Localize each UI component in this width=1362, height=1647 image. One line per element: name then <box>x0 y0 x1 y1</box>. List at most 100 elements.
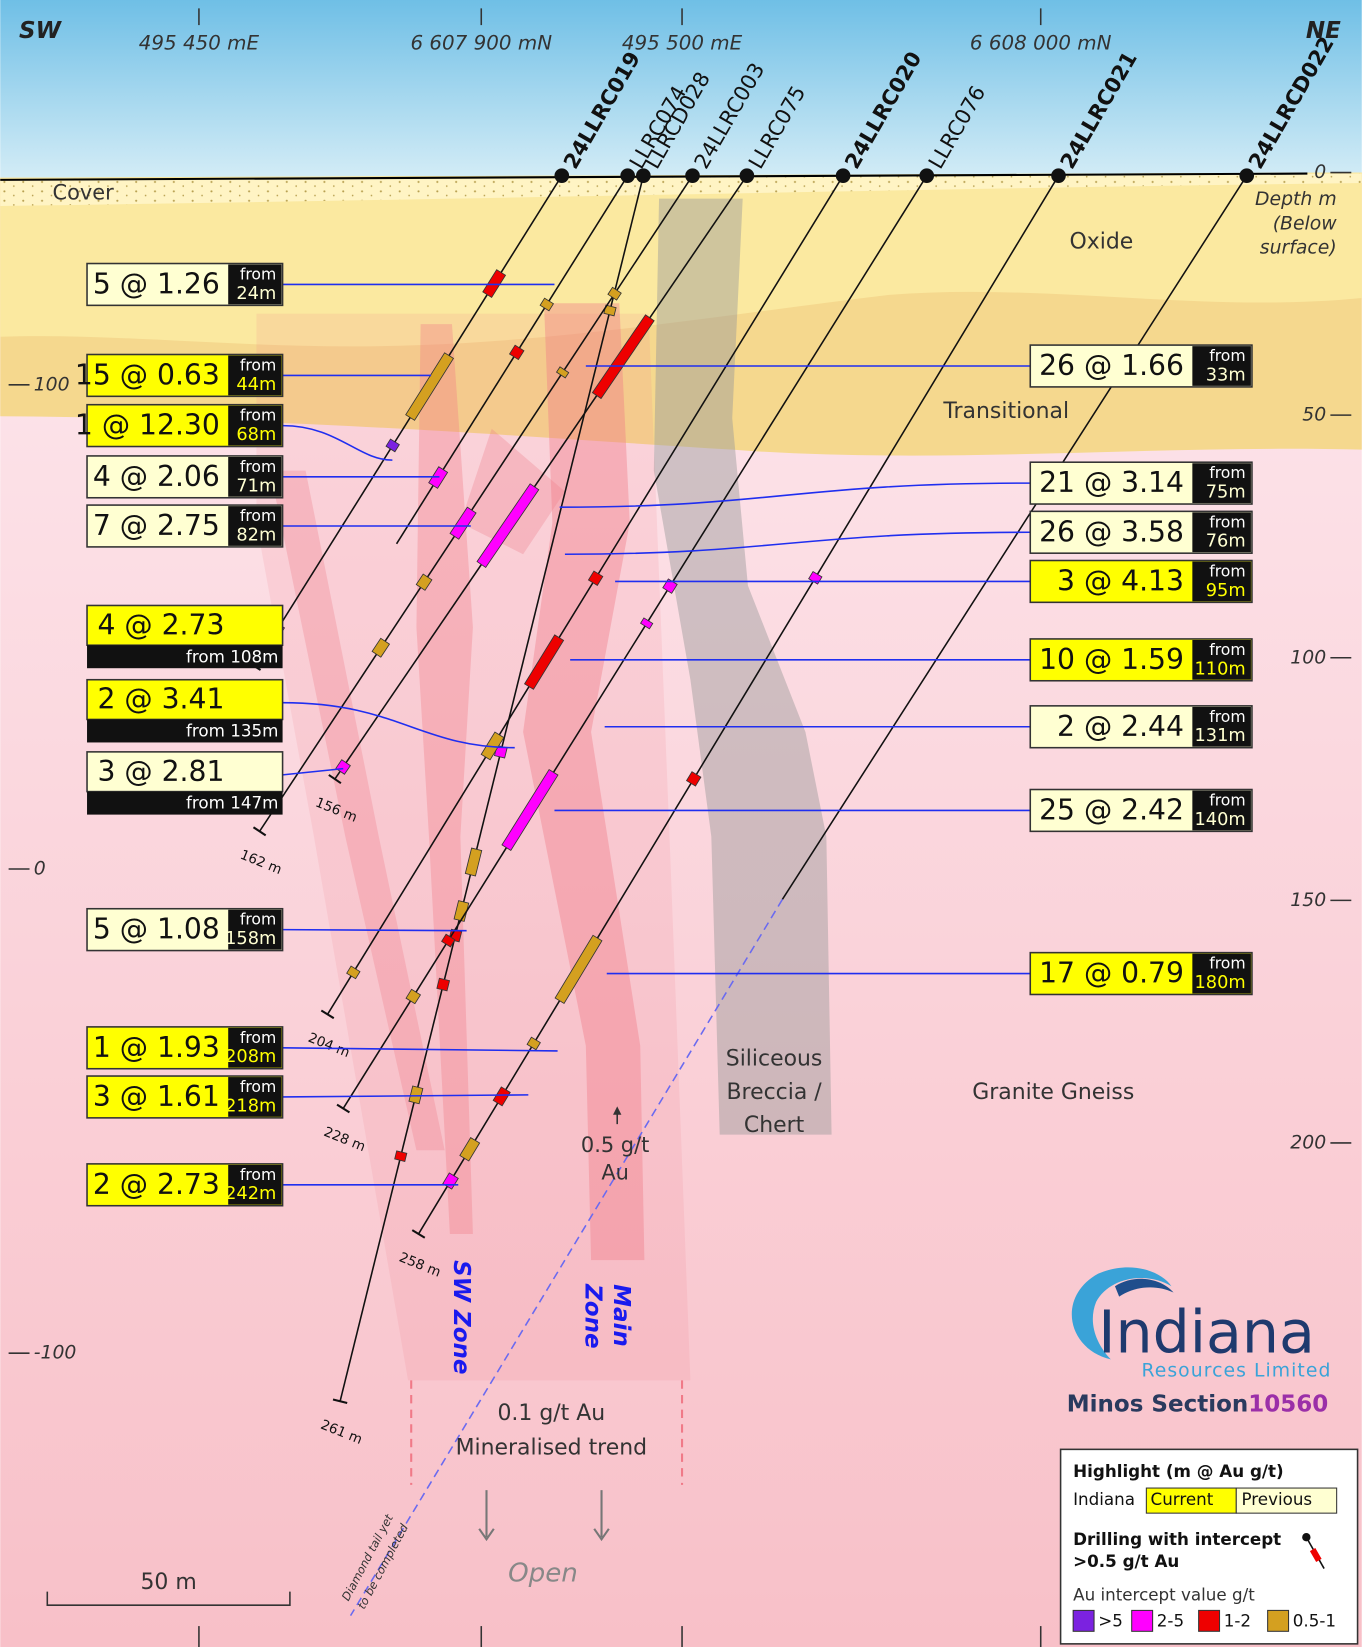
open-label: Open <box>508 1558 578 1588</box>
from-label: from <box>1209 346 1245 365</box>
from-label: 76m <box>1206 532 1246 552</box>
scale-bar <box>46 1591 291 1606</box>
drill-hole <box>258 175 694 832</box>
from-label: from <box>240 910 276 929</box>
planned-tail <box>349 898 784 1617</box>
zone-label: Main <box>608 1284 634 1347</box>
from-box <box>228 506 282 546</box>
intercept-box: 2 @ 3.41 from 135m <box>86 678 284 743</box>
from-box <box>1192 346 1251 386</box>
coordinate-label: 6 608 000 mN <box>970 31 1112 54</box>
section-name: Minos Section <box>1067 1391 1249 1417</box>
intercept-mark <box>476 483 540 569</box>
legend-drilling: >0.5 g/t Au <box>1073 1551 1179 1571</box>
leader-line <box>282 701 515 749</box>
legend-collar <box>1302 1533 1311 1542</box>
from-label: from <box>240 1077 276 1096</box>
from-box <box>1192 463 1251 503</box>
leader-line <box>282 424 393 461</box>
intercept-mark <box>405 352 455 421</box>
from-label: from <box>240 265 276 284</box>
sw-zone-trend <box>416 324 473 1234</box>
grade-label: 17 @ 0.79 <box>1039 957 1184 990</box>
coordinate-label: 495 500 mE <box>622 31 743 54</box>
trend-annotation: 0.1 g/t Au <box>497 1401 605 1426</box>
grade-label: 15 @ 0.63 <box>75 358 220 391</box>
from-label: 208m <box>225 1047 276 1067</box>
from-label: 158m <box>225 929 276 949</box>
legend-swatch <box>1072 1609 1095 1632</box>
from-label: from <box>1209 707 1245 726</box>
intercept-mark <box>436 977 451 992</box>
grade-label: 1 @ 1.93 <box>93 1031 220 1064</box>
intercept-mark <box>501 768 559 851</box>
scale-label: 50 m <box>140 1570 196 1595</box>
hole-end <box>411 1229 426 1239</box>
depth-tick-label: 100 <box>1290 647 1326 668</box>
depth-tick-label: 200 <box>1290 1132 1326 1153</box>
intercept-mark <box>371 637 391 658</box>
grade-label: 10 @ 1.59 <box>1039 643 1184 676</box>
from-label: 24m <box>236 284 276 304</box>
grade-label: 26 @ 3.58 <box>1039 515 1184 548</box>
grade-label: 1 @ 12.30 <box>75 409 220 442</box>
intercept-mark <box>459 1137 481 1162</box>
grade-annotation: 0.5 g/t <box>581 1133 649 1157</box>
section-number: 10560 <box>1248 1391 1328 1417</box>
intercept-mark <box>385 438 400 453</box>
collar <box>620 168 635 183</box>
leader-line <box>564 531 1031 556</box>
collar <box>554 168 570 183</box>
intercept-mark <box>415 573 433 591</box>
from-label: from <box>1209 954 1245 973</box>
direction-label: SW <box>19 18 63 44</box>
grade-label: 21 @ 3.14 <box>1039 466 1184 499</box>
intercept-mark <box>539 297 555 312</box>
mineralised-trend <box>256 313 691 1381</box>
hole-end <box>336 1103 350 1114</box>
drill-hole <box>339 175 645 1402</box>
legend-swatch <box>1267 1609 1290 1632</box>
from-label: from <box>240 506 276 525</box>
hole-end <box>320 1009 335 1020</box>
from-box <box>1192 953 1251 994</box>
grade-label: 2 @ 3.41 <box>97 683 224 716</box>
from-box <box>228 1077 282 1117</box>
open-arrow <box>593 1528 610 1542</box>
from-box <box>87 645 283 669</box>
sky <box>0 0 1362 178</box>
legend-company: Indiana <box>1073 1489 1135 1509</box>
from-label: 95m <box>1206 581 1246 601</box>
legend-swatch <box>1198 1609 1221 1632</box>
cover-texture <box>0 173 1362 207</box>
intercept-mark <box>555 366 570 379</box>
grade-label: 4 @ 2.06 <box>93 460 220 493</box>
grade-label: 7 @ 2.75 <box>93 509 220 542</box>
legend-mark <box>1309 1547 1322 1562</box>
from-box <box>87 719 283 743</box>
grade-label: 4 @ 2.73 <box>97 608 224 641</box>
intercept-mark <box>591 314 655 400</box>
branch-trend <box>270 470 445 1151</box>
collar <box>685 168 700 183</box>
direction-label: NE <box>1306 18 1341 44</box>
elevation-tick-label: 100 <box>34 374 70 395</box>
from-label: from <box>1209 562 1245 581</box>
grade-label: 2 @ 2.44 <box>1057 710 1184 743</box>
collar <box>835 168 851 183</box>
from-label: from 147m <box>186 793 278 813</box>
from-label: 218m <box>225 1096 276 1116</box>
logo-icon <box>1071 1267 1174 1360</box>
legend-title: Highlight (m @ Au g/t) <box>1073 1461 1284 1481</box>
zone-label: Zone <box>580 1283 606 1348</box>
zone-label: SW Zone <box>448 1260 474 1374</box>
